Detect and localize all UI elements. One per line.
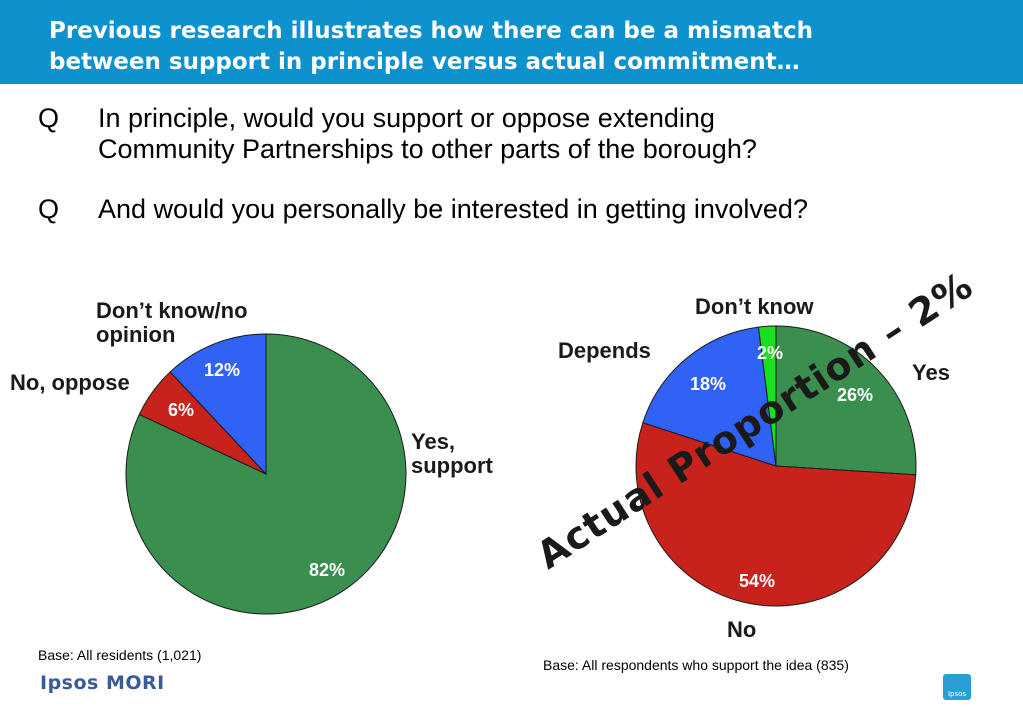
pie1-value-label-2: 12% [204, 360, 240, 380]
question-1-line-2: Community Partnerships to other parts of… [98, 134, 757, 164]
pie2-value-label-3: 2% [757, 343, 783, 363]
pie2-label-dont-know: Don’t know [695, 294, 814, 319]
pie2-base-note: Base: All respondents who support the id… [543, 657, 849, 673]
question-1-text: In principle, would you support or oppos… [98, 103, 998, 165]
pie1-base-note: Base: All residents (1,021) [38, 647, 202, 663]
question-1-mark: Q [38, 103, 60, 133]
pie-chart-support-in-principle [125, 333, 407, 615]
pie2-slice-depends [642, 326, 777, 467]
header-banner: Previous research illustrates how there … [0, 0, 1023, 84]
question-1-line-1: In principle, would you support or oppos… [98, 103, 715, 133]
title-line-2: between support in principle versus actu… [49, 49, 800, 75]
pie1-slice-don-t-know-no-opinion [169, 333, 267, 476]
pie2-value-label-1: 54% [739, 571, 775, 591]
pie2-label-no: No [727, 617, 756, 642]
pie2-label-depends: Depends [558, 338, 651, 363]
ipsos-badge-logo: Ipsos [943, 674, 971, 700]
pie-chart-personal-involvement [635, 325, 917, 607]
pie2-slice-don-t-know [757, 325, 777, 467]
pie1-value-label-0: 82% [309, 560, 345, 580]
pie1-label-dont-know-line1: Don’t know/no [96, 298, 248, 323]
ipsos-mori-logo: Ipsos MORI [40, 672, 165, 694]
pie1-label-no-oppose: No, oppose [10, 370, 130, 395]
pie2-value-label-2: 18% [690, 374, 726, 394]
question-2-text: And would you personally be interested i… [98, 194, 998, 225]
pie2-value-label-0: 26% [837, 385, 873, 405]
ipsos-badge-text: Ipsos [947, 690, 967, 698]
pie1-value-label-1: 6% [168, 400, 194, 420]
pie1-label-yes-line2: support [411, 453, 494, 478]
pie2-label-yes: Yes [912, 360, 950, 385]
pie1-label-dont-know-line2: opinion [96, 322, 175, 347]
title-line-1: Previous research illustrates how there … [49, 18, 814, 44]
pie-value-labels: 82% 6% 12% 26% 54% 18% 2% [168, 343, 873, 591]
page-title: Previous research illustrates how there … [49, 16, 969, 78]
pie1-label-yes-line1: Yes, [411, 429, 455, 454]
question-2-mark: Q [38, 194, 60, 224]
pie2-slice-yes [775, 325, 917, 476]
question-2-line-1: And would you personally be interested i… [98, 194, 808, 224]
pie2-slice-no [635, 422, 917, 607]
